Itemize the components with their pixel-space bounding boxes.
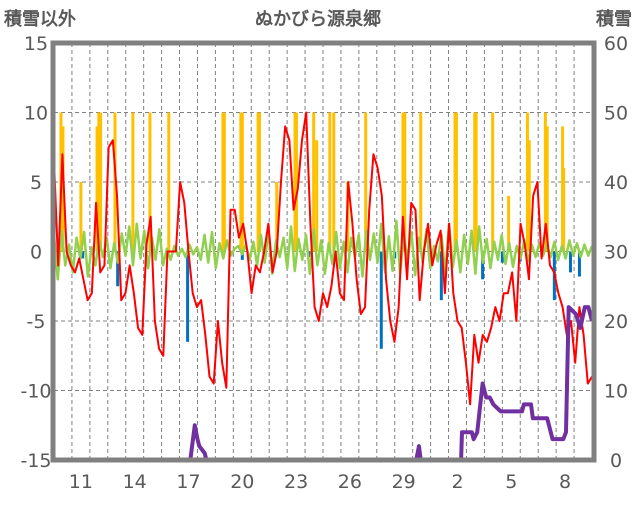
y-right-tick-label: 20 xyxy=(604,311,628,333)
yellow-bars-bar xyxy=(364,112,368,252)
x-tick-label: 2 xyxy=(451,471,463,493)
blue-bars-bar xyxy=(500,251,504,263)
yellow-bars-bar xyxy=(545,126,549,252)
green-line xyxy=(52,219,594,281)
yellow-bars-bar xyxy=(474,112,478,252)
y-left-tick-label: 10 xyxy=(24,103,48,125)
y-right-tick-label: 10 xyxy=(604,381,628,403)
x-tick-label: 14 xyxy=(123,471,147,493)
yellow-bars-bar xyxy=(148,112,152,252)
blue-bars-bar xyxy=(240,251,244,260)
yellow-bars-bar xyxy=(97,112,101,252)
blue-bars-bar xyxy=(186,251,190,342)
yellow-bars-bar xyxy=(491,112,495,252)
x-tick-label: 29 xyxy=(392,471,416,493)
blue-bars-bar xyxy=(481,251,485,280)
yellow-bars-bar xyxy=(294,112,298,252)
yellow-bars-bar xyxy=(562,168,566,252)
plot-frame xyxy=(50,40,597,463)
y-left-tick-label: 5 xyxy=(30,172,42,194)
yellow-bars-bar xyxy=(315,140,319,252)
yellow-bars-bar xyxy=(328,112,332,252)
y-left-tick-label: -5 xyxy=(27,311,46,333)
y-right-tick-label: 50 xyxy=(604,103,628,125)
left-axis-title: 積雪以外 xyxy=(3,8,76,30)
yellow-bars-bar xyxy=(454,112,458,252)
blue-bars-bar xyxy=(379,251,383,349)
right-axis-title: 積雪 xyxy=(595,8,632,30)
yellow-bars-bar xyxy=(113,112,117,252)
yellow-bars-bar xyxy=(222,112,226,252)
y-left-tick-label: -15 xyxy=(20,450,51,472)
x-tick-label: 17 xyxy=(176,471,200,493)
yellow-bars-bar xyxy=(240,112,244,252)
y-right-tick-label: 0 xyxy=(610,450,622,472)
y-left-tick-label: 0 xyxy=(30,242,42,264)
line-series xyxy=(52,111,594,462)
blue-bars-bar xyxy=(439,251,443,301)
yellow-bars-bar xyxy=(312,112,316,252)
y-right-tick-label: 60 xyxy=(604,33,628,55)
y-left-tick-label: 15 xyxy=(24,33,48,55)
yellow-bars-bar xyxy=(79,182,83,252)
red-line xyxy=(53,111,593,406)
blue-bars-bar xyxy=(81,251,85,259)
yellow-bars-bar xyxy=(332,112,336,252)
blue-bars-bar xyxy=(568,251,572,273)
yellow-bars-bar xyxy=(403,112,407,252)
y-left-tick-label: -10 xyxy=(20,381,51,403)
tick-labels: 15 60 10 50 5 40 0 30 -5 20 -10 10 -15 0 11 14 17 20 23 26 2… xyxy=(20,33,628,493)
yellow-bars-bar xyxy=(525,112,529,252)
x-tick-label: 26 xyxy=(338,471,362,493)
yellow-bars-bar xyxy=(99,112,103,252)
yellow-bars-bar xyxy=(275,182,279,252)
blue-bars-bar xyxy=(116,251,120,287)
yellow-bars-bar xyxy=(258,112,262,252)
yellow-bars-bar xyxy=(167,112,171,252)
y-right-tick-label: 30 xyxy=(604,242,628,264)
chart-title: ぬかびら源泉郷 xyxy=(255,8,381,30)
x-tick-label: 5 xyxy=(505,471,517,493)
x-tick-label: 11 xyxy=(69,471,93,493)
x-tick-label: 20 xyxy=(230,471,254,493)
yellow-bars-bar xyxy=(543,112,547,252)
yellow-bars-bar xyxy=(419,112,423,252)
yellow-bars-bar xyxy=(95,126,99,252)
yellow-bars-bar xyxy=(507,195,511,252)
yellow-bars-bar xyxy=(527,140,531,252)
yellow-bars-bar xyxy=(401,112,405,252)
y-right-tick-label: 40 xyxy=(604,172,628,194)
x-tick-label: 8 xyxy=(559,471,571,493)
yellow-bars-bar xyxy=(131,112,135,252)
blue-bars-bar xyxy=(577,251,581,277)
x-tick-label: 23 xyxy=(284,471,308,493)
purple-line xyxy=(54,305,594,462)
